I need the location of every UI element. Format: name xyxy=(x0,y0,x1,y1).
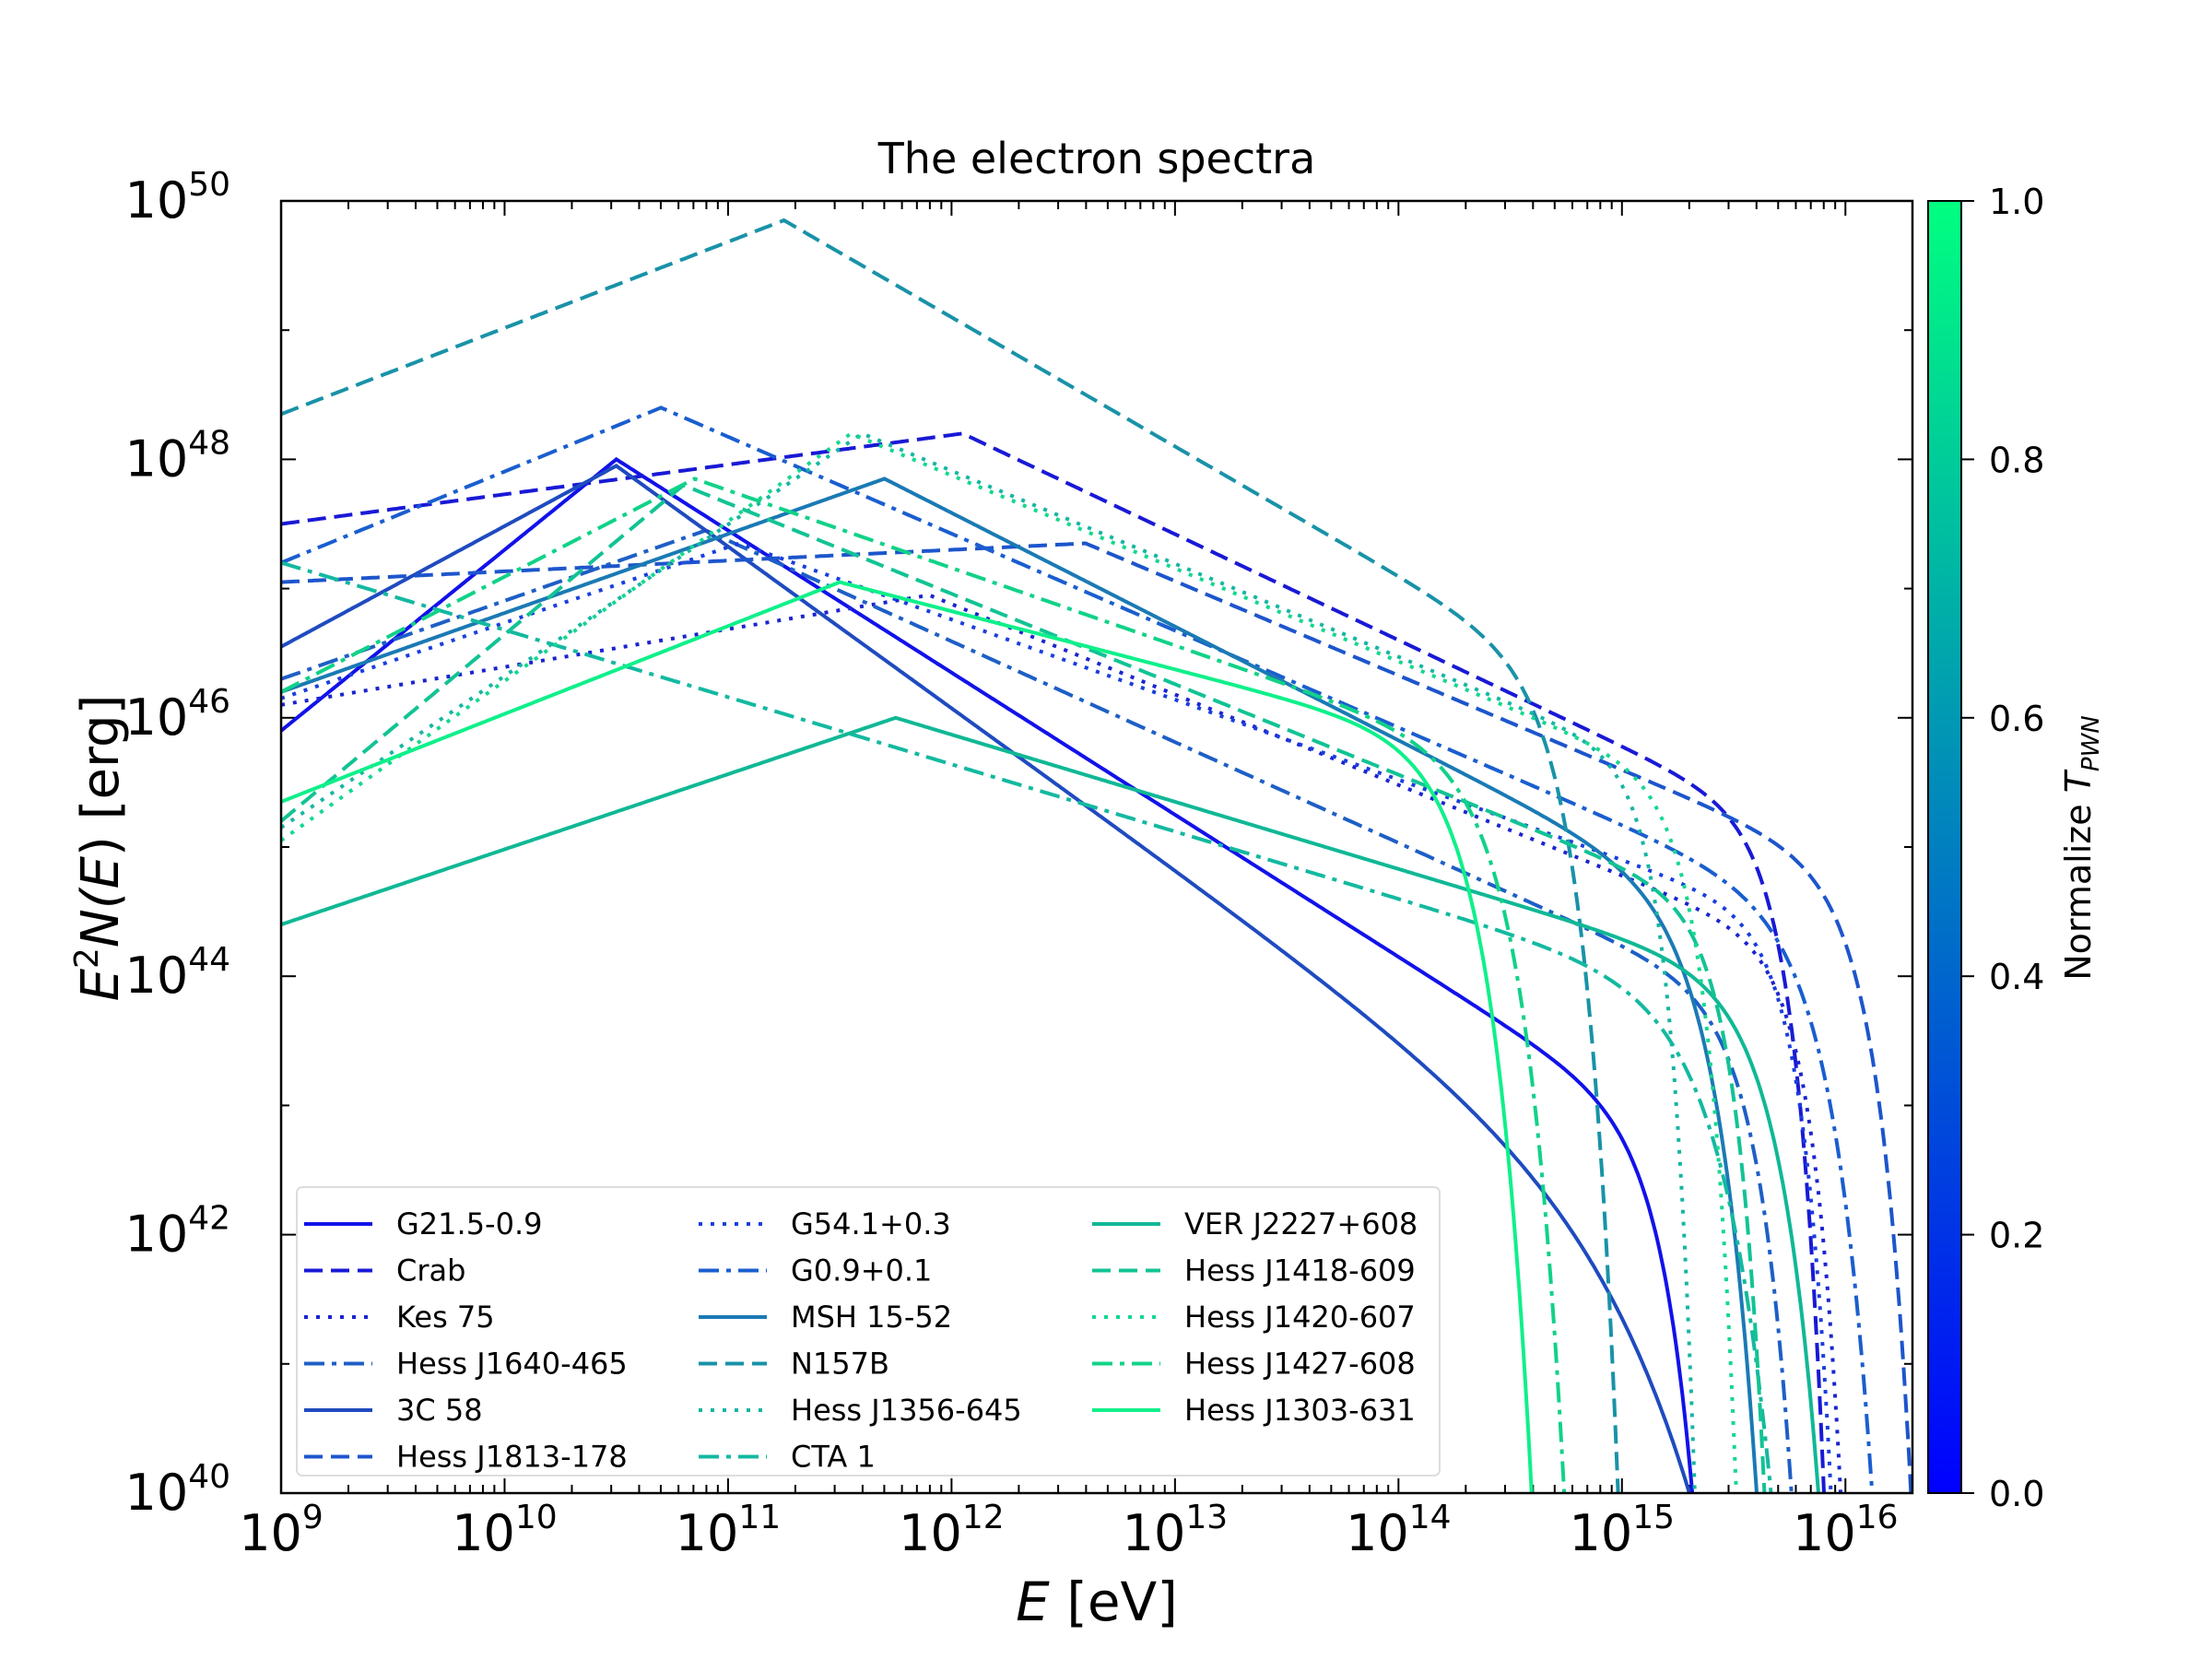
legend-label: G21.5-0.9 xyxy=(396,1206,542,1241)
series-line xyxy=(281,431,1697,1493)
legend: G21.5-0.9 Crab Kes 75 Hess J1640-465 3C 58 He… xyxy=(296,1186,1441,1477)
y-tick-label: 1048 xyxy=(124,424,230,488)
series-line xyxy=(281,715,1820,1493)
series-line xyxy=(281,406,1875,1493)
series-line xyxy=(281,560,1773,1493)
colorbar-tick-label: 0.8 xyxy=(1989,440,2044,480)
colorbar xyxy=(1927,200,1962,1494)
legend-label: N157B xyxy=(791,1347,889,1382)
colorbar-tick-label: 0.0 xyxy=(1989,1474,2044,1514)
x-tick-label: 1016 xyxy=(1793,1499,1899,1562)
series-line xyxy=(281,541,1912,1493)
y-tick-label: 1042 xyxy=(124,1200,230,1264)
legend-label: MSH 15-52 xyxy=(791,1300,952,1335)
series-line xyxy=(281,477,1759,1493)
series-line xyxy=(281,464,1692,1493)
x-axis-label: E [eV] xyxy=(1016,1571,1178,1633)
colorbar-ticks: 0.0 0.2 0.4 0.6 0.8 1.0 xyxy=(1961,182,2044,1514)
legend-label: Hess J1303-631 xyxy=(1184,1393,1416,1428)
series-line xyxy=(281,593,1843,1493)
y-axis-label: E2N(E) [erg] xyxy=(68,695,131,1002)
x-tick-label: 1010 xyxy=(452,1499,558,1562)
colorbar-tick-label: 0.6 xyxy=(1989,699,2044,739)
series-line xyxy=(281,218,1620,1493)
legend-label: Hess J1813-178 xyxy=(396,1440,628,1475)
x-tick-label: 1012 xyxy=(899,1499,1005,1562)
series-line xyxy=(281,528,1794,1493)
colorbar-label: Normalize TPWN xyxy=(2058,715,2105,981)
legend-label: VER J2227+608 xyxy=(1184,1206,1418,1241)
legend-label: Hess J1427-608 xyxy=(1184,1347,1416,1382)
x-tick-label: 1013 xyxy=(1123,1499,1229,1562)
chart-title: The electron spectra xyxy=(877,134,1316,183)
y-tick-label: 1044 xyxy=(124,941,230,1005)
plot-frame xyxy=(279,199,1914,1495)
legend-label: Hess J1418-609 xyxy=(1184,1253,1416,1288)
legend-label: Kes 75 xyxy=(396,1300,495,1335)
series-line xyxy=(281,477,1567,1493)
legend-label: Hess J1420-607 xyxy=(1184,1300,1416,1335)
colorbar-tick-label: 0.2 xyxy=(1989,1216,2044,1256)
series-line xyxy=(281,431,1738,1493)
legend-label: Hess J1640-465 xyxy=(396,1347,628,1382)
legend-label: CTA 1 xyxy=(791,1440,876,1475)
x-tick-label: 1014 xyxy=(1346,1499,1452,1562)
series-layer xyxy=(281,218,1912,1493)
series-line xyxy=(281,483,1767,1493)
x-tick-label: 109 xyxy=(239,1499,324,1562)
legend-label: G0.9+0.1 xyxy=(791,1253,932,1288)
y-tick-label: 1040 xyxy=(124,1458,230,1522)
colorbar-tick-label: 1.0 xyxy=(1989,182,2044,222)
x-tick-label: 1011 xyxy=(676,1499,782,1562)
legend-label: 3C 58 xyxy=(396,1393,483,1428)
series-line xyxy=(281,456,1695,1493)
y-tick-label: 1046 xyxy=(124,683,230,747)
colorbar-tick-label: 0.4 xyxy=(1989,957,2044,997)
legend-label: Crab xyxy=(396,1253,465,1288)
x-tick-label: 1015 xyxy=(1570,1499,1676,1562)
series-line xyxy=(281,431,1826,1493)
legend-label: G54.1+0.3 xyxy=(791,1206,951,1241)
y-tick-label: 1050 xyxy=(124,166,230,229)
legend-label: Hess J1356-645 xyxy=(791,1393,1022,1428)
series-line xyxy=(281,580,1534,1493)
